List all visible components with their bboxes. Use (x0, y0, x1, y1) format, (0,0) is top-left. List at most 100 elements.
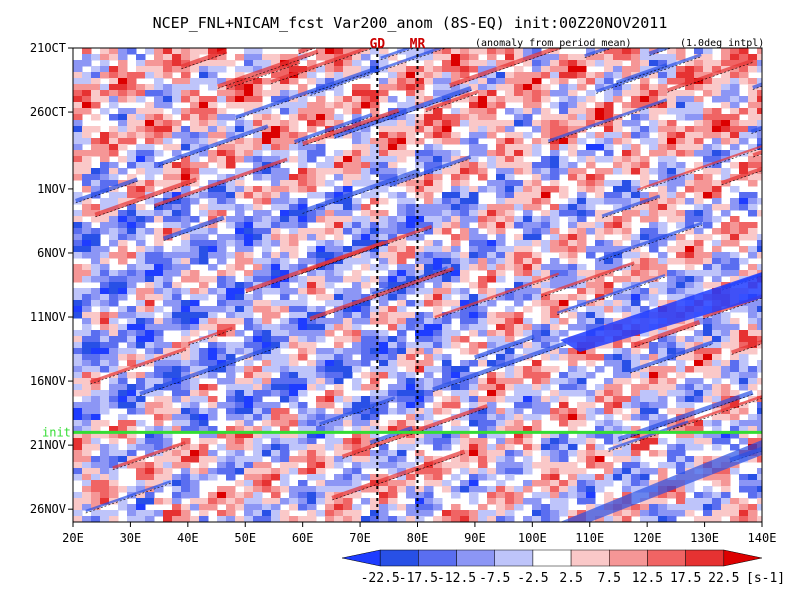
heatmap-cell (505, 120, 515, 127)
heatmap-cell (271, 204, 281, 211)
heatmap-cell (127, 318, 137, 325)
heatmap-cell (685, 258, 695, 265)
heatmap-cell (703, 318, 713, 325)
heatmap-cell (568, 120, 578, 127)
heatmap-cell (307, 186, 317, 193)
heatmap-cell (460, 210, 470, 217)
heatmap-cell (163, 102, 173, 109)
heatmap-cell (244, 294, 254, 301)
heatmap-cell (505, 210, 515, 217)
heatmap-cell (649, 258, 659, 265)
heatmap-cell (712, 360, 722, 367)
heatmap-cell (730, 120, 740, 127)
heatmap-cell (316, 372, 326, 379)
heatmap-cell (649, 384, 659, 391)
heatmap-cell (199, 456, 209, 463)
heatmap-cell (487, 510, 497, 517)
heatmap-cell (316, 216, 326, 223)
heatmap-cell (757, 306, 762, 313)
heatmap-cell (370, 414, 380, 421)
heatmap-cell (379, 462, 389, 469)
heatmap-cell (334, 318, 344, 325)
heatmap-cell (721, 438, 731, 445)
heatmap-cell (289, 432, 299, 439)
heatmap-cell (352, 66, 362, 73)
heatmap-cell (217, 432, 227, 439)
heatmap-cell (622, 192, 632, 199)
heatmap-cell (352, 282, 362, 289)
heatmap-cell (541, 186, 551, 193)
heatmap-cell (550, 132, 560, 139)
heatmap-cell (289, 360, 299, 367)
heatmap-cell (334, 270, 344, 277)
heatmap-cell (316, 324, 326, 331)
heatmap-cell (280, 174, 290, 181)
heatmap-cell (361, 264, 371, 271)
heatmap-cell (163, 144, 173, 151)
heatmap-cell (406, 480, 416, 487)
heatmap-cell (739, 510, 749, 517)
heatmap-cell (631, 306, 641, 313)
heatmap-cell (496, 390, 506, 397)
contour-line (139, 347, 279, 397)
heatmap-cell (100, 264, 110, 271)
heatmap-cell (415, 72, 425, 79)
heatmap-cell (109, 312, 119, 319)
heatmap-cell (244, 510, 254, 517)
heatmap-cell (163, 162, 173, 169)
heatmap-cell (748, 78, 758, 85)
heatmap-cell (109, 78, 119, 85)
heatmap-cell (415, 246, 425, 253)
heatmap-cell (307, 60, 317, 67)
heatmap-cell (298, 204, 308, 211)
heatmap-cell (289, 342, 299, 349)
heatmap-cell (514, 420, 524, 427)
heatmap-cell (685, 276, 695, 283)
heatmap-cell (631, 480, 641, 487)
heatmap-cell (352, 324, 362, 331)
heatmap-cell (163, 498, 173, 505)
heatmap-cell (496, 126, 506, 133)
heatmap-cell (685, 264, 695, 271)
heatmap-cell (487, 246, 497, 253)
heatmap-cell (316, 432, 326, 439)
heatmap-cell (739, 222, 749, 229)
heatmap-cell (280, 306, 290, 313)
heatmap-cell (586, 306, 596, 313)
heatmap-cell (712, 414, 722, 421)
heatmap-cell (235, 222, 245, 229)
heatmap-cell (136, 234, 146, 241)
heatmap-cell (631, 336, 641, 343)
heatmap-cell (478, 150, 488, 157)
heatmap-cell (190, 120, 200, 127)
heatmap-cell (622, 468, 632, 475)
heatmap-cell (577, 372, 587, 379)
heatmap-cell (280, 234, 290, 241)
heatmap-cell (604, 390, 614, 397)
heatmap-cell (478, 66, 488, 73)
heatmap-cell (73, 444, 83, 451)
heatmap-cell (577, 486, 587, 493)
heatmap-cell (433, 288, 443, 295)
heatmap-cell (361, 150, 371, 157)
heatmap-cell (244, 438, 254, 445)
heatmap-cell (289, 390, 299, 397)
heatmap-cell (505, 450, 515, 457)
heatmap-cell (442, 258, 452, 265)
heatmap-cell (370, 348, 380, 355)
heatmap-cell (307, 420, 317, 427)
heatmap-cell (181, 252, 191, 259)
heatmap-cell (604, 60, 614, 67)
heatmap-cell (388, 516, 398, 522)
heatmap-cell (739, 480, 749, 487)
heatmap-cell (415, 120, 425, 127)
heatmap-cell (667, 186, 677, 193)
heatmap-streak (309, 266, 455, 321)
heatmap-cell (172, 462, 182, 469)
heatmap-cell (424, 294, 434, 301)
heatmap-cell (631, 156, 641, 163)
heatmap-cell (667, 126, 677, 133)
heatmap-cell (595, 102, 605, 109)
heatmap-cell (73, 336, 83, 343)
heatmap-cell (289, 300, 299, 307)
